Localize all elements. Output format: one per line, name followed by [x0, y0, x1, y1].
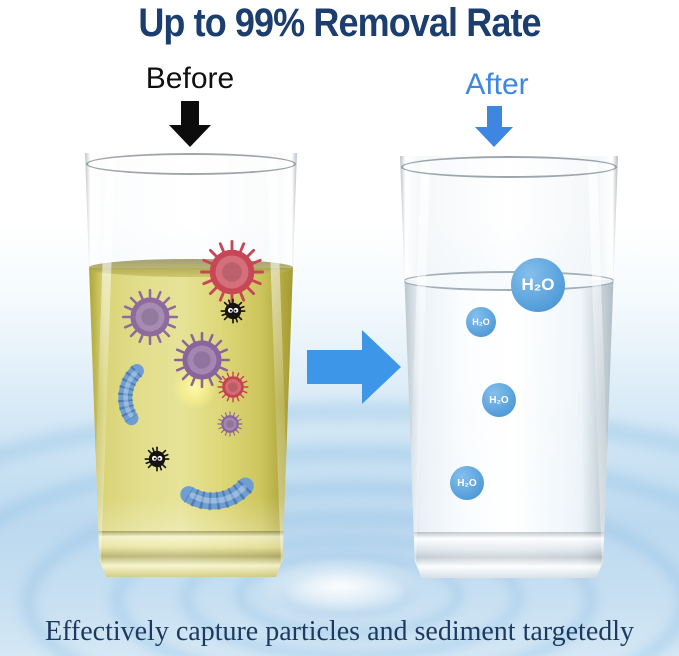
- purple-virus-icon: [121, 288, 179, 346]
- before-glass: [85, 153, 297, 577]
- transform-right-arrow-icon: [307, 330, 401, 404]
- before-down-arrow-icon: [169, 101, 211, 147]
- clean-water-surface: [403, 271, 615, 291]
- black-mite-icon: [220, 298, 246, 324]
- h2o-bubble: H₂O: [466, 307, 496, 337]
- h2o-label: H₂O: [489, 394, 509, 406]
- after-label: After: [465, 68, 529, 101]
- small-red-pathogen-icon: [217, 371, 249, 403]
- before-label: Before: [145, 62, 235, 95]
- bottom-caption: Effectively capture particles and sedime…: [44, 616, 635, 647]
- h2o-bubble: H₂O: [511, 258, 565, 312]
- glass-rim: [86, 153, 296, 175]
- after-down-arrow-icon: [475, 106, 513, 147]
- after-glass: H₂O H₂O H₂O H₂O: [400, 156, 618, 578]
- h2o-label: H₂O: [521, 275, 555, 294]
- glass-rim: [401, 156, 617, 178]
- glass-base: [88, 531, 294, 577]
- red-pathogen-icon: [199, 239, 265, 305]
- h2o-bubble: H₂O: [450, 466, 484, 500]
- small-purple-virus-icon: [217, 411, 243, 437]
- clean-water: [403, 280, 615, 578]
- ripple-ring: [280, 568, 412, 616]
- page-title: Up to 99% Removal Rate: [138, 1, 541, 45]
- h2o-label: H₂O: [472, 317, 490, 327]
- h2o-label: H₂O: [457, 477, 477, 489]
- glass-base: [403, 532, 615, 578]
- h2o-bubble: H₂O: [482, 383, 516, 417]
